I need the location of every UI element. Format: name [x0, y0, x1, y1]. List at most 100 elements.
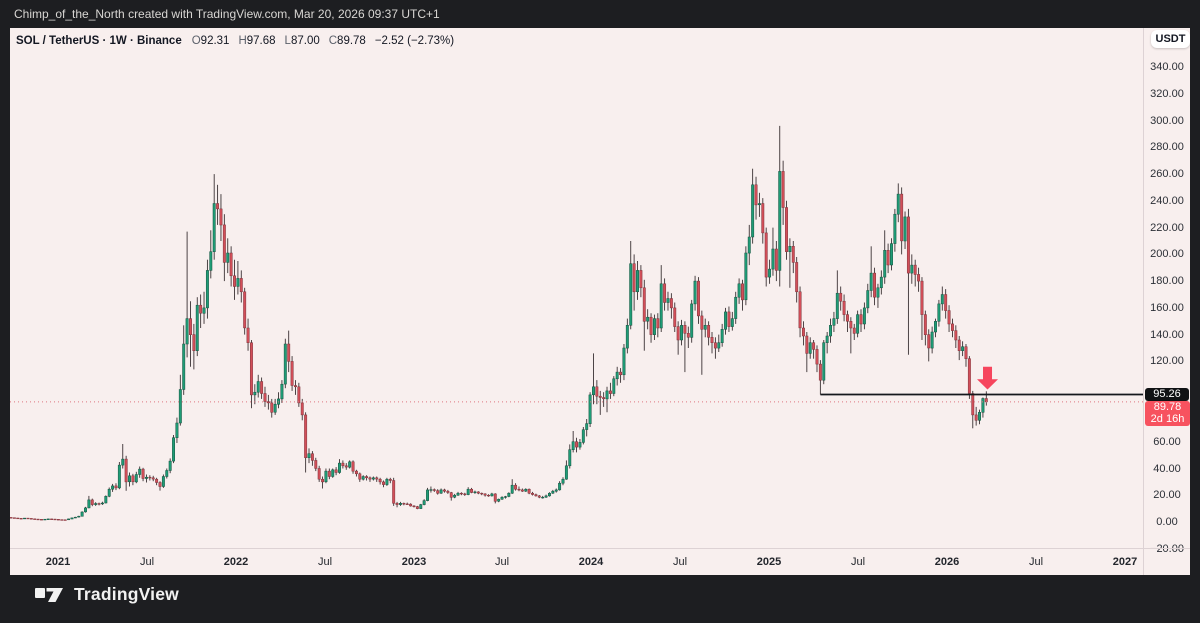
price-tick-label: 20.00	[1153, 489, 1181, 502]
candle-body	[53, 518, 57, 521]
time-tick-year: 2027	[1112, 556, 1138, 568]
candle-body	[385, 478, 389, 485]
candle-body	[896, 193, 900, 215]
candle-body	[473, 491, 477, 493]
candle-body	[378, 478, 382, 483]
time-tick-year: 2025	[756, 556, 782, 568]
candle-body	[145, 476, 148, 479]
candle-body	[422, 500, 426, 505]
candle-body	[686, 333, 690, 338]
candle-body	[517, 488, 521, 491]
price-tick-label: 280.00	[1150, 141, 1184, 154]
candle-body	[446, 490, 450, 493]
candle-body	[757, 203, 761, 206]
candle-body	[774, 248, 778, 271]
candle-body	[50, 518, 54, 520]
ohlc-low: L87.00	[284, 35, 320, 47]
candle-body	[964, 346, 968, 359]
candle-body	[280, 383, 284, 400]
candle-body	[951, 323, 954, 331]
candle-body	[906, 216, 910, 274]
candle-body	[537, 495, 541, 498]
candle-body	[158, 482, 162, 487]
candle-body	[260, 381, 264, 394]
candle-body	[80, 511, 84, 517]
candle-body	[595, 386, 599, 397]
time-tick-year: 2024	[578, 556, 604, 568]
candle-body	[859, 314, 863, 325]
chart-area[interactable]: SOL / TetherUS · 1W · Binance O92.31 H97…	[10, 28, 1190, 575]
candle-body	[856, 314, 860, 334]
candle-body	[249, 342, 253, 396]
candle-body	[19, 518, 23, 520]
candle-body	[192, 334, 196, 351]
candle-body	[642, 287, 646, 322]
candle-body	[669, 298, 673, 309]
candle-body	[12, 517, 16, 519]
down-arrow-annotation[interactable]	[977, 366, 999, 390]
candle-body	[639, 270, 643, 289]
candle-body	[652, 318, 656, 335]
candle-body	[185, 318, 189, 345]
candle-body	[825, 335, 829, 343]
time-axis[interactable]: 2021 Jul 2022 Jul 2023 Jul 2024 Jul 2025 Jul 2026 J…	[10, 548, 1143, 575]
candle-body	[700, 315, 704, 330]
candle-body	[927, 334, 931, 349]
candle-body	[304, 414, 308, 458]
tradingview-logo[interactable]: TradingView	[35, 584, 179, 605]
time-tick-year: 2022	[223, 556, 249, 568]
candle-body	[568, 449, 572, 467]
candle-body	[175, 422, 179, 438]
candle-body	[503, 496, 507, 498]
price-tick-label: 200.00	[1150, 248, 1184, 261]
candle-body	[26, 517, 30, 520]
candle-body	[839, 292, 843, 302]
symbol-title[interactable]: SOL / TetherUS · 1W · Binance	[16, 35, 182, 47]
candle-body	[321, 478, 325, 483]
candle-body	[365, 476, 369, 479]
candle-body	[575, 441, 578, 448]
candle-body	[734, 296, 738, 319]
candle-body	[456, 492, 460, 496]
candle-body	[432, 489, 436, 491]
candle-body	[111, 485, 115, 490]
candle-body	[520, 489, 524, 492]
candle-body	[476, 491, 480, 494]
candle-body	[375, 477, 379, 480]
price-tick-label: 300.00	[1150, 114, 1184, 127]
price-tick-label: 260.00	[1150, 168, 1184, 181]
candle-body	[84, 507, 87, 513]
candle-body	[615, 371, 619, 380]
candle-body	[487, 494, 490, 497]
candle-body	[564, 465, 568, 480]
candle-body	[368, 477, 372, 480]
chart-canvas[interactable]	[10, 28, 1143, 548]
candle-body	[791, 246, 795, 263]
price-axis[interactable]: 95.26 89.78 2d 16h 340.00 320.00 300.00 280…	[1143, 28, 1190, 555]
candle-body	[358, 473, 362, 480]
candle-body	[317, 468, 321, 480]
price-tick-label: 180.00	[1150, 275, 1184, 288]
candle-body	[612, 378, 616, 394]
candle-body	[439, 489, 443, 494]
candle-body	[443, 489, 446, 492]
candle-body	[463, 493, 467, 495]
candle-body	[354, 470, 358, 475]
candle-body	[73, 516, 77, 519]
candle-body	[940, 294, 944, 305]
candle-body	[534, 494, 538, 497]
candle-body	[327, 470, 331, 477]
candle-body	[500, 496, 504, 500]
candle-body	[402, 503, 406, 505]
ohlc-open: O92.31	[191, 35, 230, 47]
candle-body	[100, 502, 104, 505]
candle-body	[94, 503, 98, 505]
price-tick-label: 60.00	[1153, 435, 1181, 448]
candle-body	[649, 316, 653, 335]
candle-body	[578, 442, 582, 448]
candle-body	[67, 518, 71, 521]
currency-toggle-badge[interactable]: USDT	[1151, 30, 1190, 48]
candle-body	[266, 401, 270, 404]
current-price-countdown-badge: 89.78 2d 16h	[1145, 400, 1190, 426]
